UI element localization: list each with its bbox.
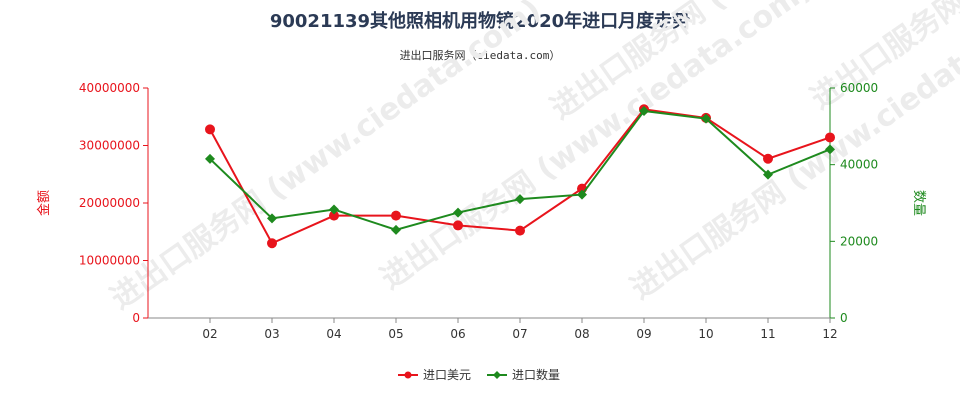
y-right-tick-label: 0 [840,311,848,325]
data-point [515,194,525,205]
axes-layer: 0 10000000 20000000 30000000 40000000 金额 0 2000… [36,81,926,341]
y-left-axis-label: 金额 [36,190,52,216]
series-layer [205,104,835,249]
legend-label-1: 进口数量 [512,367,560,382]
x-tick-label: 06 [450,327,465,341]
data-point [267,213,277,224]
x-tick-label: 07 [512,327,527,341]
data-point [329,204,339,215]
x-tick-label: 10 [698,327,713,341]
y-left-tick-label: 0 [132,311,140,325]
x-tick-label: 04 [326,327,341,341]
y-right-axis-label: 数量 [911,190,926,216]
data-point [453,207,463,218]
data-point [267,238,277,249]
data-point [453,220,463,231]
y-right-tick-label: 20000 [840,234,878,248]
x-tick-label: 11 [760,327,775,341]
data-point [825,144,835,155]
data-point [577,189,587,200]
data-point [205,124,215,135]
x-tick-label: 12 [822,327,837,341]
x-tick-label: 08 [574,327,589,341]
data-point [329,210,339,221]
legend-marker-0 [404,371,412,379]
chart-title: 90021139其他照相机用物镜2020年进口月度走势 [269,11,691,32]
y-right-tick-label: 60000 [840,81,878,95]
y-left-tick-label: 10000000 [79,254,140,268]
y-right-tick-label: 40000 [840,158,878,172]
chart-subtitle: 进出口服务网（ciedata.com） [399,49,561,62]
legend-label-0: 进口美元 [423,368,471,382]
data-point [205,153,215,164]
data-point [391,224,401,235]
data-point [391,210,401,221]
data-point [639,106,649,116]
x-tick-label: 09 [636,327,651,341]
legend: 进口美元 进口数量 [398,367,560,382]
data-point [763,153,773,164]
x-tick-label: 03 [264,327,279,341]
x-tick-label: 05 [388,327,403,341]
x-tick-label: 02 [202,327,217,341]
watermark-layer: 进出口服务网 (www.ciedata.com)进出口服务网 (www.cied… [105,0,960,317]
y-left-tick-label: 30000000 [79,139,140,153]
data-point [515,225,525,236]
data-point [701,113,711,124]
watermark-text-0: 进出口服务网 (www.ciedata.com) [105,0,548,317]
y-left-tick-label: 20000000 [79,196,140,210]
data-point [763,169,773,180]
y-left-tick-label: 40000000 [79,81,140,95]
legend-marker-1 [493,371,501,379]
data-point [825,132,835,143]
